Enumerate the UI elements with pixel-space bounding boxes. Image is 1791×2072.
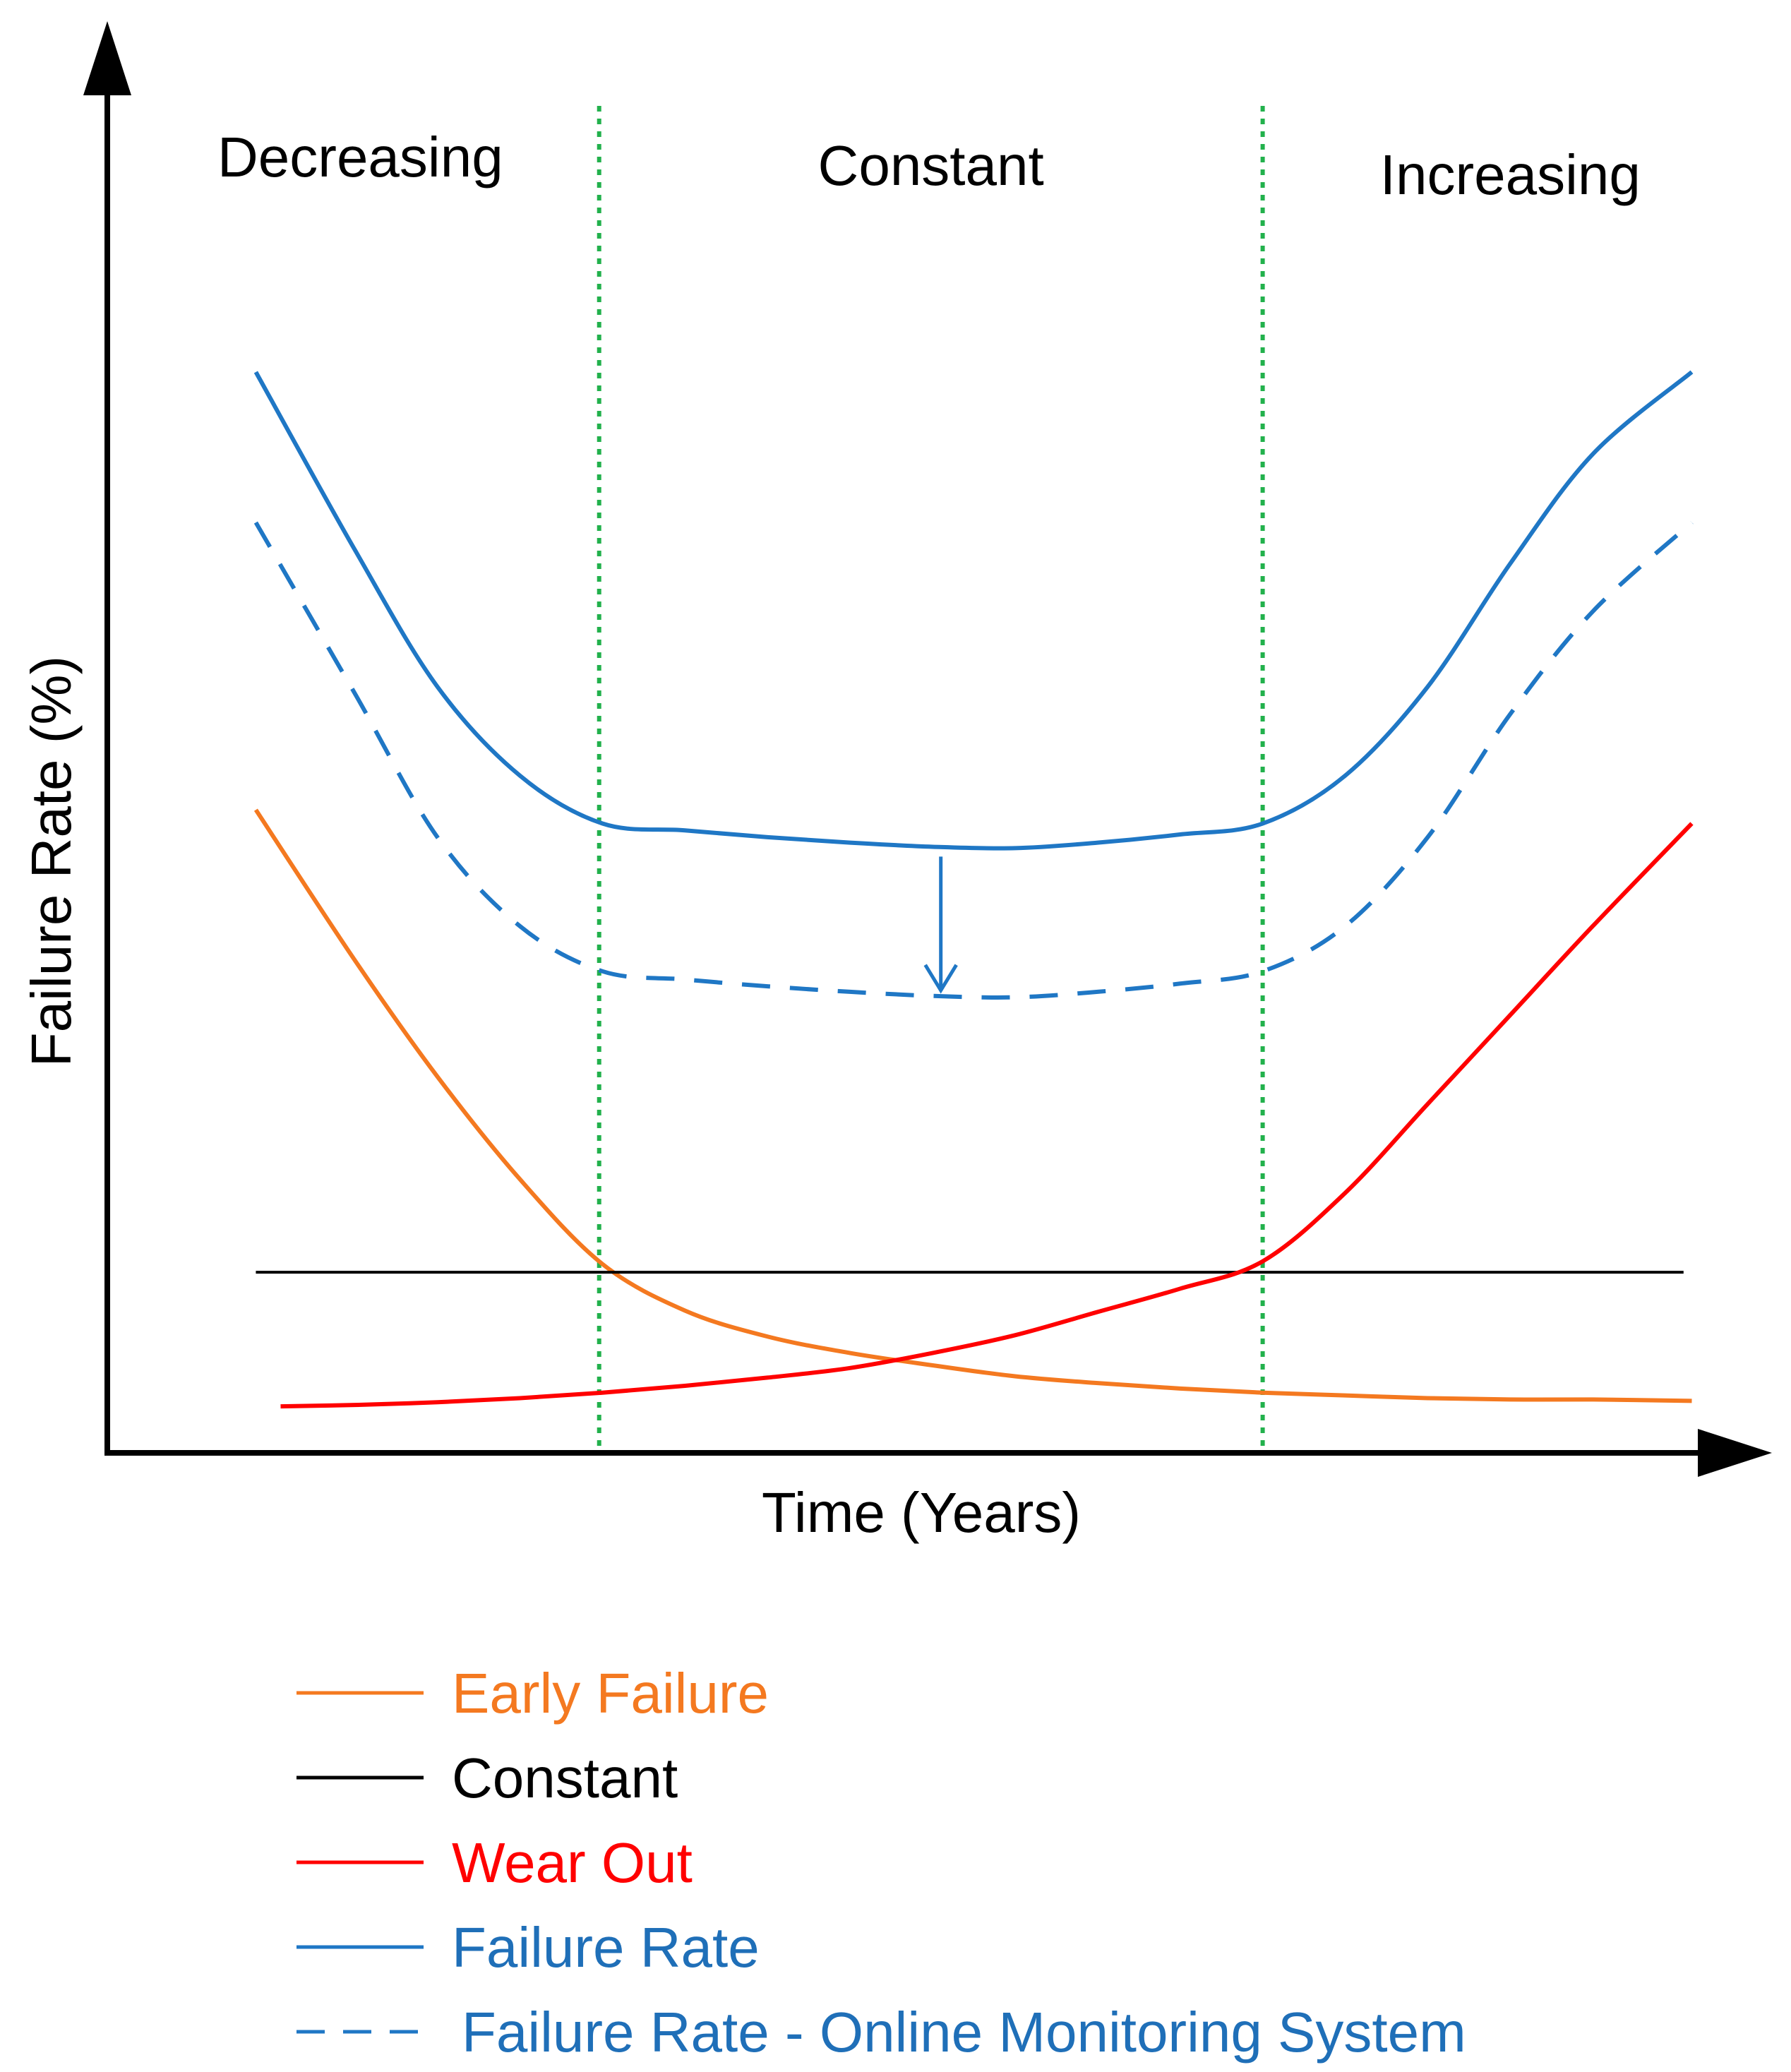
legend-label-failure-rate: Failure Rate — [452, 1916, 760, 1979]
series-early-failure-line — [253, 808, 1692, 1403]
x-axis-label: Time (Years) — [762, 1481, 1081, 1544]
region-label-decreasing: Decreasing — [217, 126, 503, 188]
legend-label-failure-rate-online-monitoring-system: Failure Rate - Online Monitoring System — [462, 2001, 1466, 2064]
series-wear-out-line — [280, 822, 1694, 1409]
region-boundaries — [597, 106, 1265, 1453]
annotations — [923, 856, 958, 994]
region-labels: Decreasing Constant Increasing — [217, 126, 1641, 206]
y-axis-arrowhead — [83, 21, 131, 95]
legend-label-wear-out: Wear Out — [452, 1831, 693, 1894]
region-label-increasing: Increasing — [1380, 143, 1641, 206]
region-label-constant: Constant — [818, 134, 1044, 197]
legend: Early Failure Constant Wear Out Failure Rat… — [296, 1662, 1466, 2064]
legend-label-constant: Constant — [452, 1747, 678, 1809]
improvement-arrow-head — [923, 964, 958, 994]
series-layer — [253, 370, 1694, 1409]
series-failure-rate-online-monitoring-system-line — [253, 520, 1694, 1000]
x-axis-arrowhead — [1698, 1429, 1772, 1477]
series-failure-rate-line — [253, 370, 1694, 851]
y-axis-label: Failure Rate (%) — [20, 656, 83, 1067]
axes — [83, 21, 1772, 1477]
legend-label-early-failure: Early Failure — [452, 1662, 769, 1725]
